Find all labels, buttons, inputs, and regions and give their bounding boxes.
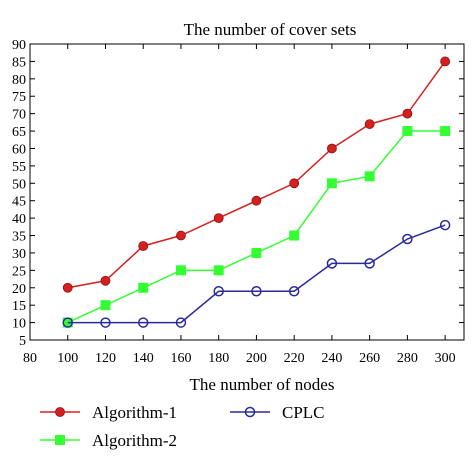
data-point [326,178,337,189]
data-point [402,233,413,245]
data-point [175,265,186,276]
data-point [440,126,451,137]
series-layer [62,56,451,328]
y-tick-label: 25 [12,264,26,279]
legend: Algorithm-1 Algorithm-2 CPLC [40,403,325,450]
data-point [289,178,300,189]
x-tick-label: 120 [95,351,116,366]
x-tick-label: 200 [246,351,267,366]
data-point [326,258,338,269]
legend-label: Algorithm-2 [92,431,177,450]
series-line [67,130,446,324]
y-axis: 5 10 15 20 25 30 35 40 45 50 55 60 65 70 75 80 85 90 [12,38,464,349]
data-point [100,317,111,328]
series-algorithm-2 [62,126,451,328]
y-tick-label: 80 [12,73,26,88]
data-point [137,317,149,328]
data-point [251,247,262,258]
legend-marker [55,435,65,445]
legend-item: CPLC [230,403,325,422]
data-point [364,119,375,129]
chart-title: The number of cover sets [184,20,357,39]
legend-item: Algorithm-2 [40,431,177,450]
data-point [213,213,224,224]
x-axis-label: The number of nodes [190,375,335,394]
x-tick-label: 240 [321,351,342,366]
legend-marker [55,407,65,417]
data-point [288,285,300,297]
data-point [175,317,187,328]
y-tick-label: 85 [12,55,26,70]
x-tick-label: 260 [359,351,380,366]
legend-label: Algorithm-1 [92,403,177,422]
data-point [213,265,224,276]
series-line [67,224,446,324]
y-tick-label: 75 [12,90,26,105]
data-point [439,219,451,231]
y-tick-label: 45 [12,195,26,210]
data-point [100,275,111,286]
data-point [440,56,451,67]
data-point [176,230,186,241]
data-point [62,282,73,293]
data-point [289,230,300,241]
y-tick-label: 20 [12,282,26,297]
data-point [251,285,262,297]
plot-frame [29,43,465,341]
x-axis: 80 100 120 140 160 180 200 220 240 260 280 300 [23,44,456,366]
x-tick-label: 280 [397,351,418,366]
series-cplc [62,219,451,328]
x-tick-label: 160 [170,351,191,366]
data-point [62,317,73,328]
y-tick-label: 60 [12,142,26,157]
y-tick-label: 30 [12,247,26,262]
data-point [364,171,375,182]
y-tick-label: 50 [12,177,26,192]
y-tick-label: 55 [12,160,26,175]
data-point [213,285,224,297]
y-tick-label: 35 [12,230,26,245]
legend-marker [244,406,256,418]
y-tick-label: 15 [12,299,26,314]
legend-item: Algorithm-1 [40,403,177,422]
data-point [100,300,111,311]
y-tick-label: 5 [19,334,26,349]
x-tick-label: 140 [133,351,154,366]
data-point [138,241,149,251]
y-tick-label: 10 [12,317,26,332]
data-point [402,126,413,137]
data-point [138,282,149,293]
y-tick-label: 90 [12,38,26,53]
y-tick-label: 40 [12,212,26,227]
x-tick-label: 100 [57,351,78,366]
x-tick-label: 180 [208,351,229,366]
legend-label: CPLC [282,403,325,422]
data-point [327,143,337,154]
series-algorithm-1 [62,56,451,293]
x-tick-label: 300 [435,351,456,366]
data-point [364,258,375,269]
data-point [251,195,262,206]
y-tick-label: 65 [12,125,26,140]
x-tick-label: 80 [23,351,37,366]
y-tick-label: 70 [12,108,26,123]
x-tick-label: 220 [284,351,305,366]
data-point [402,108,413,119]
